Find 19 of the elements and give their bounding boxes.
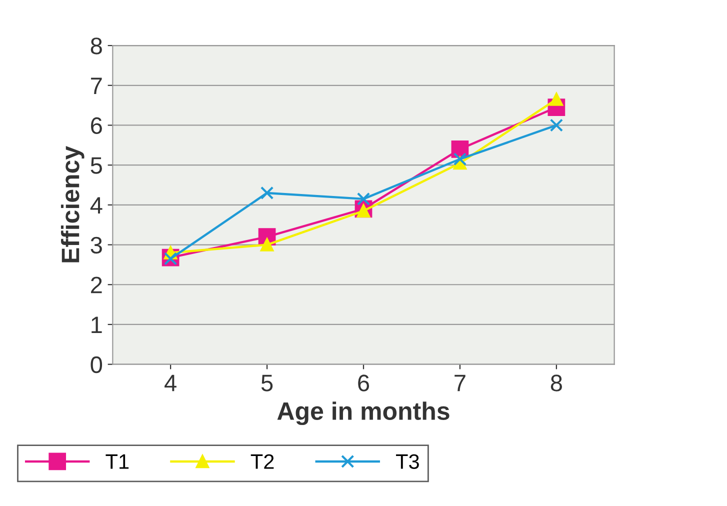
y-tick-label: 0 xyxy=(90,356,102,374)
x-tick-label: 8 xyxy=(550,374,562,392)
y-tick-label: 7 xyxy=(91,78,102,94)
y-tick-label: 1 xyxy=(92,316,102,334)
y-tick-label: 5 xyxy=(90,157,102,174)
x-tick-label: 7 xyxy=(454,374,466,392)
y-axis-title: Efficiency xyxy=(60,146,84,262)
x-tick-label: 4 xyxy=(164,374,176,392)
legend-label: T1 xyxy=(106,454,129,469)
x-tick-label: 6 xyxy=(358,374,370,392)
y-tick-label: 6 xyxy=(91,117,102,134)
y-tick-label: 4 xyxy=(90,197,102,214)
legend-label: T3 xyxy=(396,454,419,469)
x-tick-label: 5 xyxy=(261,374,273,392)
y-tick-label: 2 xyxy=(91,276,102,294)
legend-label: T2 xyxy=(250,454,274,469)
y-tick-label: 8 xyxy=(90,38,102,54)
y-tick-label: 3 xyxy=(90,236,102,254)
x-axis-title: Age in months xyxy=(277,402,450,426)
